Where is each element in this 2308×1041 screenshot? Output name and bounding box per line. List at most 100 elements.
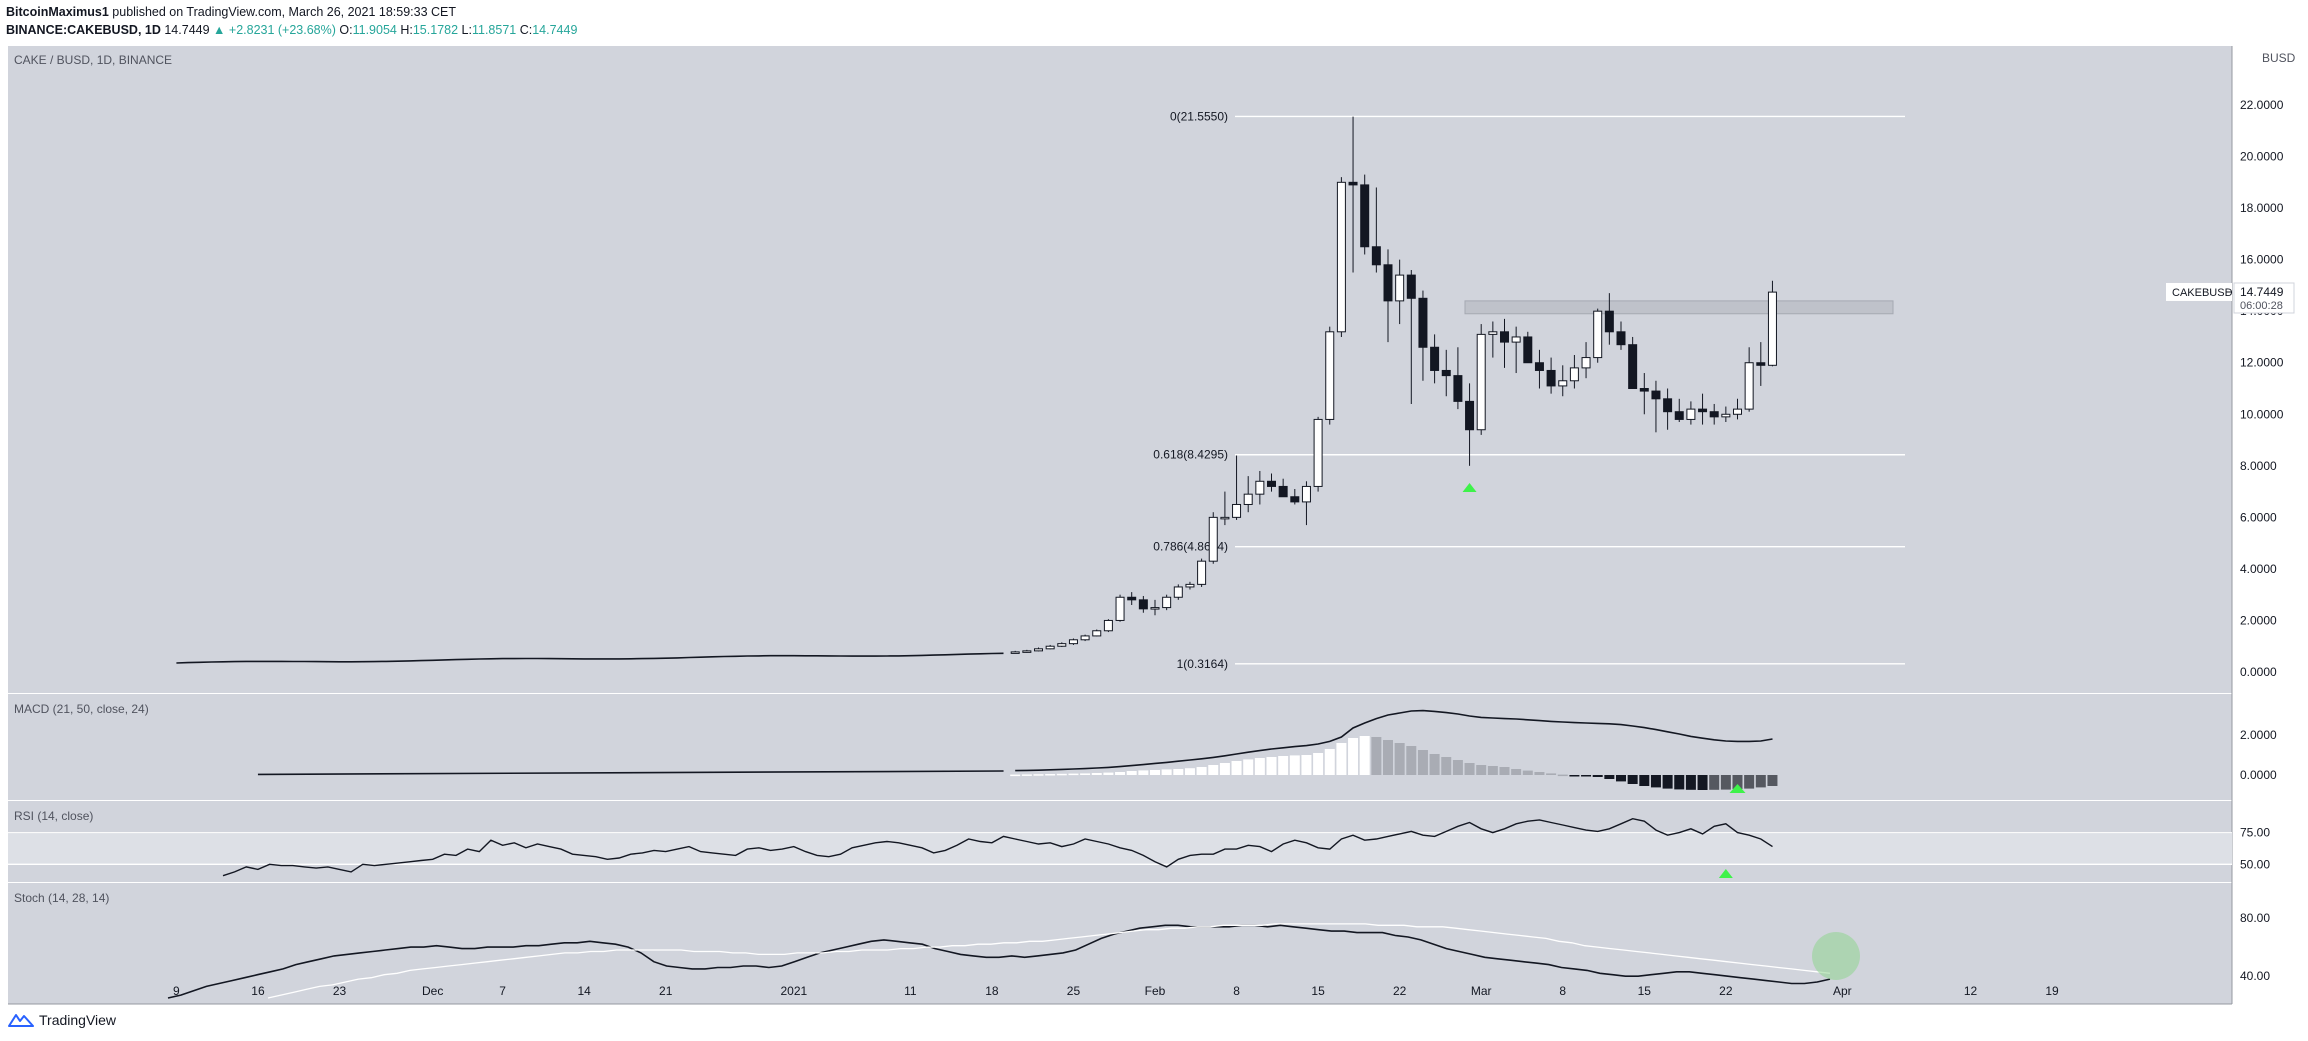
macd-histogram-bar [1324,749,1335,775]
candle-body [1686,408,1696,420]
candle-body [1197,560,1207,585]
macd-tick-label: 0.0000 [2240,768,2277,782]
last-price-countdown: 06:00:28 [2240,300,2283,312]
macd-histogram-bar [1429,754,1440,775]
time-tick-label: 19 [2045,984,2059,998]
time-tick-label: 2021 [780,984,807,998]
candle-body [1767,291,1777,366]
macd-histogram-bar [1592,775,1603,777]
ohlc-line: BINANCE:CAKEBUSD, 1D 14.7449 ▲ +2.8231 (… [6,21,577,39]
candle-body [1511,336,1521,343]
macd-histogram-bar [1441,757,1452,775]
candle-body [1523,336,1533,364]
symbol-label: BINANCE:CAKEBUSD, 1D [6,23,161,37]
macd-histogram-bar [1068,773,1079,776]
macd-histogram-bar [1196,767,1207,775]
price-tick-label: 22.0000 [2240,98,2284,112]
price-tick-label: 0.0000 [2240,665,2277,679]
macd-histogram-bar [1685,775,1696,790]
macd-histogram-bar [1254,758,1265,775]
macd-histogram-bar [1755,775,1766,788]
rsi-tick-label: 75.00 [2240,826,2270,840]
candle-body [1325,331,1335,420]
candle-body [1255,480,1265,495]
last-price: 14.7449 [164,23,210,37]
high-value: 15.1782 [412,23,459,37]
time-tick-label: 7 [499,984,506,998]
price-history-line [176,652,1004,664]
candle-body [1208,516,1218,562]
rsi-line [222,817,1773,877]
time-tick-label: 16 [251,984,265,998]
candle-body [1243,493,1253,505]
macd-histogram-bar [1581,775,1592,777]
macd-histogram-bar [1709,775,1720,790]
candle-body [1103,619,1113,632]
macd-histogram-bar [1383,740,1393,775]
macd-histogram-bar [1371,737,1382,775]
candle-body [1709,411,1719,418]
macd-histogram-bar [1080,773,1091,775]
rsi-pane-title: RSI (14, close) [14,809,93,823]
stoch-tick-label: 40.00 [2240,969,2270,983]
macd-histogram-bar [1744,775,1755,789]
macd-histogram-bar [1313,753,1324,775]
fib-level-label: 0.618(8.4295) [1153,448,1228,462]
main-pane-title: CAKE / BUSD, 1D, BINANCE [14,53,172,67]
resistance-zone [1464,300,1894,315]
candle-body [1010,651,1020,654]
price-axis-unit-label: BUSD [2262,51,2296,65]
macd-histogram-bar [1359,736,1370,775]
pane-macd-background [8,694,2232,800]
change-up-icon: ▲ [213,23,226,37]
macd-histogram-bar [1126,771,1137,775]
candle-body [1045,645,1055,650]
tradingview-footer[interactable]: TradingView [8,1012,116,1028]
fib-level-label: 1(0.3164) [1177,657,1228,671]
candle-body [1267,480,1276,487]
price-axis-background [2232,46,2308,1004]
macd-histogram-bar [1522,770,1533,775]
price-tick-label: 18.0000 [2240,201,2284,215]
macd-histogram-bar [1231,761,1242,775]
macd-histogram-bar [1033,774,1044,776]
candle-body [1581,357,1591,369]
price-tick-label: 16.0000 [2240,253,2284,267]
macd-histogram-bar [1278,756,1289,775]
macd-histogram-bar [1266,757,1277,775]
candle-body [1663,398,1673,413]
candle-body [1698,408,1708,413]
fib-level-label: 0(21.5550) [1170,109,1228,123]
pane-main-background [8,46,2232,693]
candle-body [1115,596,1125,621]
candle-body [1674,411,1684,420]
macd-histogram-bar [1464,763,1475,775]
macd-histogram-bar [1499,767,1510,775]
open-label: O: [339,23,353,37]
candle-body [1418,297,1428,348]
candle-body [1138,599,1148,610]
publish-line: BitcoinMaximus1 published on TradingView… [6,3,577,21]
time-tick-label: Mar [1471,984,1492,998]
candle-body [1453,375,1463,402]
time-tick-label: 9 [173,984,180,998]
bullish-divergence-marker [1462,483,1477,492]
close-label: C: [519,23,533,37]
price-tick-label: 8.0000 [2240,459,2277,473]
candle-body [1173,586,1183,598]
close-value: 14.7449 [532,23,578,37]
macd-histogram-bar [1091,773,1102,775]
macd-histogram-bar [1150,770,1160,775]
price-tick-label: 12.0000 [2240,356,2284,370]
candle-body [1604,310,1614,333]
macd-histogram-bar [1115,772,1126,775]
chart-header: BitcoinMaximus1 published on TradingView… [6,3,577,39]
publisher-name[interactable]: BitcoinMaximus1 [6,5,109,19]
last-price-axis-box [2233,282,2295,314]
rsi-tick-label: 50.00 [2240,857,2270,871]
candle-body [1092,630,1102,637]
macd-histogram-bar [1184,768,1195,775]
candle-body [1360,184,1370,248]
macd-histogram-bar [1243,759,1254,775]
